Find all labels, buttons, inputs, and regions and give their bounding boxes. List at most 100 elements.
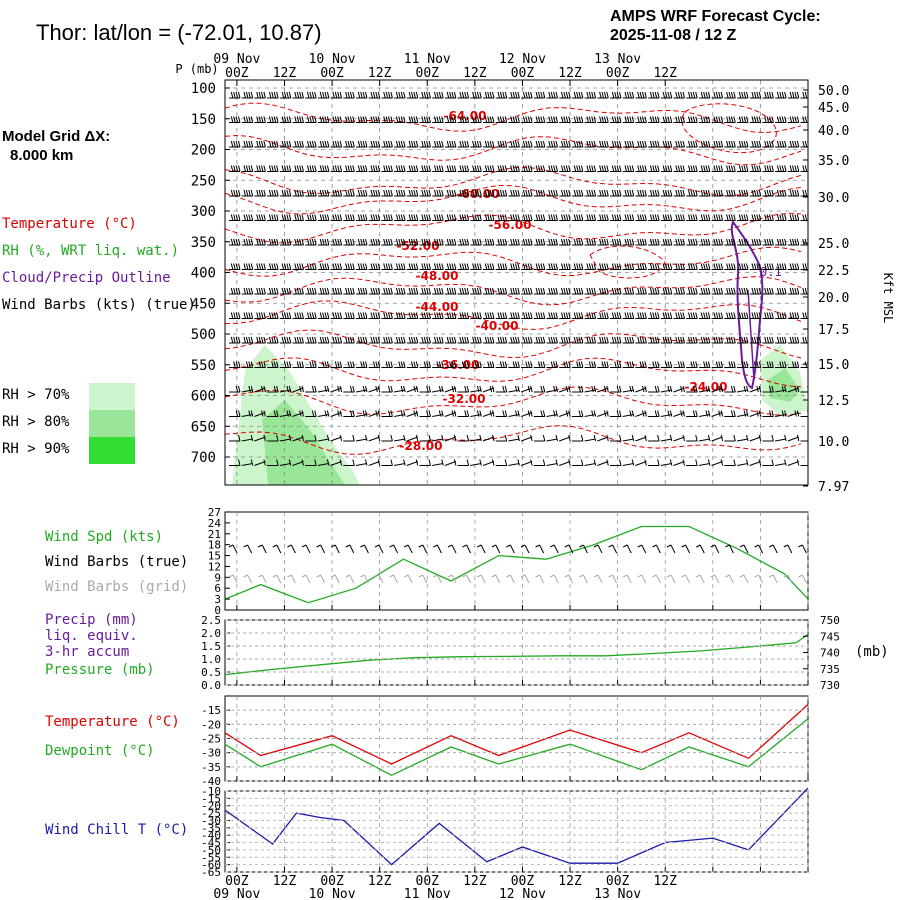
pressure-tick-label: 650 — [191, 419, 216, 435]
wind-barb-feather — [398, 116, 401, 123]
wind-barb-feather — [743, 238, 747, 246]
temp-panel-label: Temperature (°C) — [45, 714, 180, 730]
wind-barb-feather — [383, 238, 386, 246]
temperature-contour-line — [225, 357, 802, 388]
wind-barb-feather — [362, 312, 366, 319]
temperature-contour-label: -32.00 — [443, 392, 486, 406]
wind-barb-feather — [352, 434, 355, 442]
wind-barb-feather — [733, 459, 736, 466]
surface-wind-barb-grid-feather — [257, 574, 263, 578]
wind-barb-feather — [360, 238, 363, 246]
wind-barb-feather — [268, 165, 272, 172]
wind-barb-feather — [388, 336, 391, 344]
wind-barb-feather — [258, 116, 262, 123]
wind-barb-feather — [441, 140, 444, 148]
wind-barb-feather — [561, 189, 564, 197]
wind-barb-feather — [606, 361, 609, 368]
wind-barb-feather — [733, 434, 736, 442]
wind-barb-feather — [707, 263, 711, 270]
wind-barb-feather — [479, 238, 482, 246]
wind-barb-feather — [565, 140, 569, 148]
wind-barb-feather — [662, 214, 666, 221]
wind-barb-feather — [403, 361, 406, 368]
wind-barb-feather — [438, 189, 442, 197]
wind-barb-feather — [573, 189, 577, 197]
wind-barb-feather — [527, 165, 531, 172]
wind-barb-feather — [794, 238, 797, 246]
wind-barb-feather — [730, 385, 734, 393]
wind-barb-feather — [365, 140, 368, 148]
wind-barb-feather — [517, 116, 520, 123]
windchill-axis-tick-label: -20 — [201, 800, 221, 813]
wind-barb-feather — [593, 189, 597, 197]
wind-barb-feather — [606, 214, 609, 221]
wind-barb-feather — [677, 263, 681, 270]
wind-barb-feather — [415, 361, 419, 368]
wind-barb-feather — [730, 263, 734, 270]
wind-barb-feather — [530, 165, 533, 172]
wind-barb-feather — [415, 336, 419, 344]
wind-barb-feather — [307, 91, 310, 99]
wind-barb-feather — [466, 459, 470, 466]
surface-wind-barb-true-feather — [403, 544, 409, 548]
wind-barb-feather — [669, 459, 673, 466]
wind-barb-feather — [504, 140, 508, 148]
wind-barb-feather — [644, 410, 647, 417]
wind-barb-feather — [434, 214, 437, 221]
wind-barb-feather — [413, 214, 416, 221]
wind-barb-feather — [307, 287, 310, 295]
wind-barb-feather — [324, 361, 327, 368]
wind-barb-feather — [352, 238, 355, 246]
wind-barb-feather — [464, 336, 467, 344]
wind-barb-feather — [390, 263, 393, 270]
wind-barb-feather — [796, 312, 800, 319]
wind-barb-feather — [296, 116, 300, 123]
wind-barb-feather — [497, 238, 500, 246]
wind-barb-feather — [599, 238, 602, 246]
wind-barb-feather — [626, 116, 630, 123]
wind-barb-feather — [301, 287, 304, 295]
top-day-label: 09 Nov — [213, 52, 260, 67]
wind-barb-feather — [624, 116, 627, 123]
wind-barb-feather — [573, 140, 577, 148]
wind-barb-feather — [459, 312, 462, 319]
wind-barb-feather — [565, 91, 569, 99]
wind-barb-feather — [441, 263, 444, 270]
wind-barb-feather — [390, 336, 393, 344]
wind-barb-feather — [743, 165, 747, 172]
wind-barb-feather — [728, 214, 731, 221]
wind-barb-feather — [411, 312, 414, 319]
wind-barb-feather — [288, 140, 292, 148]
wind-barb-feather — [738, 91, 742, 99]
surface-wind-barb-grid — [699, 574, 705, 584]
wind-barb-shaft — [241, 438, 253, 442]
wind-barb-feather — [271, 238, 274, 246]
wind-barb-feather — [548, 263, 551, 270]
wind-barb-feather — [261, 385, 264, 393]
wind-barb-feather — [390, 238, 393, 246]
wind-barb-feather — [453, 312, 457, 319]
wind-barb-feather — [733, 361, 736, 368]
wind-barb-feather — [311, 91, 315, 99]
wind-barb-feather — [530, 287, 533, 295]
wind-barb-feather — [332, 91, 335, 99]
wind-barb-feather — [248, 165, 251, 172]
wind-barb-feather — [436, 263, 439, 270]
wind-barb-feather — [667, 336, 670, 344]
wind-barb-feather — [715, 91, 719, 99]
wind-barb-feather — [746, 238, 749, 246]
wind-barb-feather — [662, 287, 666, 295]
wind-barb-feather — [639, 189, 643, 197]
surface-wind-barb-true — [787, 544, 793, 554]
wind-barb-feather — [796, 140, 800, 148]
wind-barb-feather — [578, 238, 581, 246]
wind-barb-feather — [441, 459, 444, 466]
wind-barb-feather — [319, 165, 323, 172]
wind-barb-feather — [238, 410, 241, 417]
wind-barb-feather — [781, 165, 785, 172]
wind-barb-feather — [347, 361, 350, 368]
wind-barb-feather — [411, 116, 414, 123]
wind-barb-feather — [360, 263, 363, 270]
wind-barb-feather — [281, 287, 285, 295]
wind-barb-feather — [555, 214, 558, 221]
